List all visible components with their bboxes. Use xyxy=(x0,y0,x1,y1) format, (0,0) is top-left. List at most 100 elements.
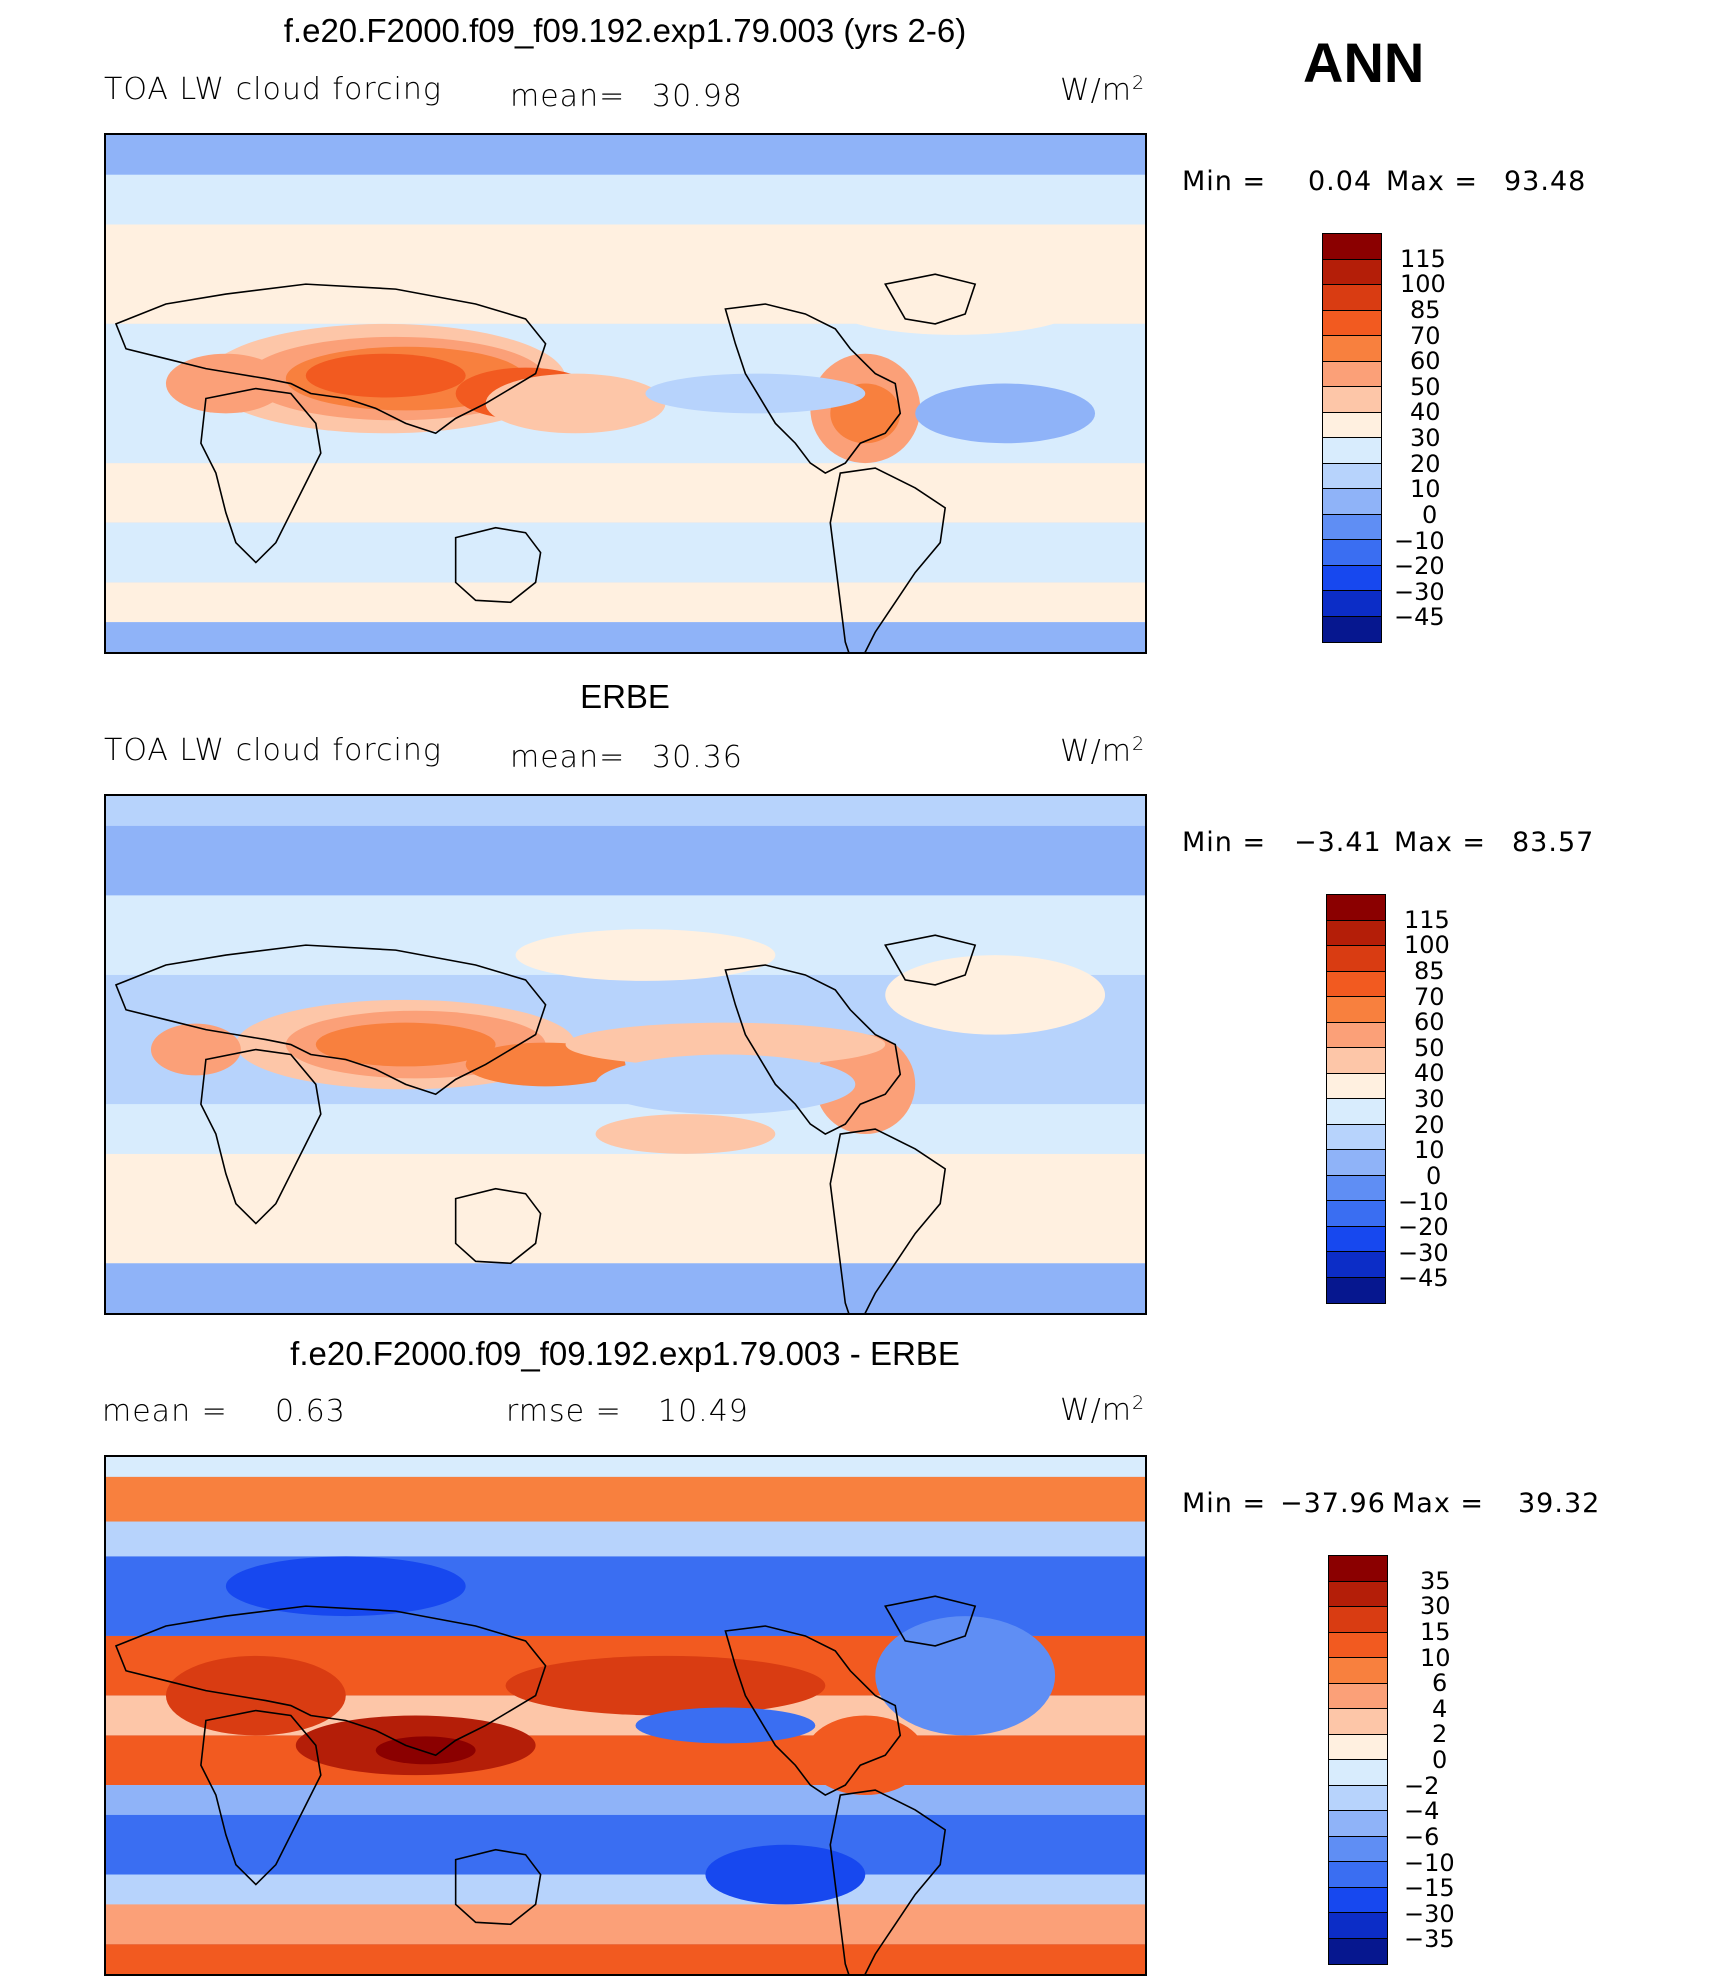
panel3-mean-label: mean = xyxy=(102,1394,228,1429)
colorbar-swatch xyxy=(1329,1862,1387,1888)
field-band xyxy=(106,1521,1145,1557)
colorbar-tick-label: 10 xyxy=(1410,475,1441,504)
colorbar-tick-label: 70 xyxy=(1410,321,1441,350)
season-label: ANN xyxy=(1303,31,1425,94)
colorbar-tick-label: −2 xyxy=(1404,1771,1440,1800)
panel1-title: f.e20.F2000.f09_f09.192.exp1.79.003 (yrs… xyxy=(283,12,967,49)
colorbar-swatch xyxy=(1327,1022,1385,1048)
panel3-max-value: 39.32 xyxy=(1518,1488,1601,1519)
coastline xyxy=(724,964,902,1135)
colorbar-swatch xyxy=(1329,1811,1387,1837)
colorbar-tick-label: 6 xyxy=(1432,1669,1448,1698)
colorbar-swatch xyxy=(1327,946,1385,972)
colorbar-swatch xyxy=(1329,1938,1387,1964)
colorbar-swatch xyxy=(1329,1760,1387,1786)
field-region xyxy=(915,383,1096,444)
coastline xyxy=(200,387,322,564)
coastline xyxy=(884,273,977,325)
colorbar-swatch xyxy=(1327,895,1385,921)
colorbar-swatch xyxy=(1327,1150,1385,1176)
colorbar-swatch xyxy=(1323,540,1381,566)
panel2-variable-label: TOA LW cloud forcing xyxy=(104,733,442,768)
field-band xyxy=(106,1263,1145,1313)
colorbar-tick-label: −10 xyxy=(1394,526,1445,555)
colorbar-tick-label: −10 xyxy=(1398,1187,1449,1216)
coastline xyxy=(200,1709,322,1886)
colorbar-swatch xyxy=(1329,1785,1387,1811)
colorbar-tick-label: 40 xyxy=(1414,1059,1445,1088)
panel1-max-value: 93.48 xyxy=(1504,166,1587,197)
colorbar-swatch xyxy=(1323,514,1381,540)
colorbar-swatch xyxy=(1327,971,1385,997)
field-band xyxy=(106,582,1145,623)
colorbar-tick-label: −30 xyxy=(1398,1238,1449,1267)
coastline xyxy=(114,1605,547,1757)
colorbar-swatch xyxy=(1327,1226,1385,1252)
panel2-mean-value: 30.36 xyxy=(652,740,743,775)
colorbar-swatch xyxy=(1323,361,1381,387)
coastline xyxy=(829,1789,947,1974)
colorbar-swatch xyxy=(1323,336,1381,362)
field-region xyxy=(315,1022,496,1067)
colorbar-tick-label: 15 xyxy=(1420,1617,1451,1646)
field-region xyxy=(595,1054,856,1115)
field-region xyxy=(875,1616,1056,1736)
colorbar-tick-label: 0 xyxy=(1432,1746,1448,1774)
colorbar-swatch xyxy=(1327,1099,1385,1125)
field-region xyxy=(225,1556,466,1617)
colorbar-swatch xyxy=(1323,463,1381,489)
colorbar-swatch xyxy=(1327,1073,1385,1099)
panel3-rmse-label: rmse = xyxy=(506,1394,622,1429)
colorbar-tick-label: −20 xyxy=(1398,1213,1449,1242)
coastline xyxy=(724,1625,902,1796)
colorbar-swatch xyxy=(1329,1607,1387,1633)
colorbar-swatch xyxy=(1329,1683,1387,1709)
panel3-unit: W/m2 xyxy=(1060,1392,1146,1428)
field-band xyxy=(106,1476,1145,1522)
colorbar-tick-label: 40 xyxy=(1410,398,1441,427)
coastline xyxy=(454,526,542,604)
colorbar-tick-label: 35 xyxy=(1420,1566,1451,1595)
panel3-max-label: Max = xyxy=(1392,1488,1485,1519)
panel1-unit: W/m2 xyxy=(1060,72,1146,108)
field-band xyxy=(106,796,1145,826)
colorbar-swatch xyxy=(1327,1124,1385,1150)
colorbar-tick-label: −45 xyxy=(1394,603,1445,632)
colorbar-tick-label: 50 xyxy=(1410,372,1441,401)
colorbar-tick-label: −6 xyxy=(1404,1822,1440,1851)
field-band xyxy=(106,1233,1145,1264)
panel3-title: f.e20.F2000.f09_f09.192.exp1.79.003 - ER… xyxy=(290,1335,960,1372)
field-band xyxy=(106,622,1145,652)
coastline xyxy=(829,467,947,652)
colorbar-swatch xyxy=(1329,1836,1387,1862)
panel1-mean-value: 30.98 xyxy=(652,79,743,114)
colorbar-tick-label: 100 xyxy=(1404,931,1450,960)
coastline xyxy=(114,283,547,435)
field-band xyxy=(106,1457,1145,1477)
panel3-mean-value: 0.63 xyxy=(275,1394,346,1429)
field-region xyxy=(805,1715,926,1796)
panel1-map xyxy=(104,133,1147,654)
panel1-max-label: Max = xyxy=(1386,166,1479,197)
field-band xyxy=(106,1904,1145,1945)
field-band xyxy=(106,1874,1145,1905)
colorbar-tick-label: −35 xyxy=(1404,1925,1455,1954)
field-region xyxy=(375,1736,476,1765)
colorbar-tick-label: 4 xyxy=(1432,1694,1448,1723)
colorbar-tick-label: 115 xyxy=(1404,905,1450,934)
colorbar-tick-label: −30 xyxy=(1404,1899,1455,1928)
panel1-min-label: Min = xyxy=(1182,166,1267,197)
colorbar-tick-label: 60 xyxy=(1410,347,1441,376)
field-band xyxy=(106,174,1145,225)
colorbar-swatch xyxy=(1323,489,1381,515)
panel3-rmse-value: 10.49 xyxy=(658,1394,749,1429)
colorbar-tick-label: 20 xyxy=(1410,449,1441,478)
panel2-max-value: 83.57 xyxy=(1512,827,1595,858)
field-region xyxy=(305,353,466,398)
colorbar-tick-label: 10 xyxy=(1414,1136,1445,1165)
panel2-min-value: −3.41 xyxy=(1294,827,1382,858)
field-region xyxy=(565,1022,886,1067)
field-band xyxy=(106,1944,1145,1974)
colorbar-tick-label: −4 xyxy=(1404,1797,1440,1826)
field-region xyxy=(525,246,806,303)
